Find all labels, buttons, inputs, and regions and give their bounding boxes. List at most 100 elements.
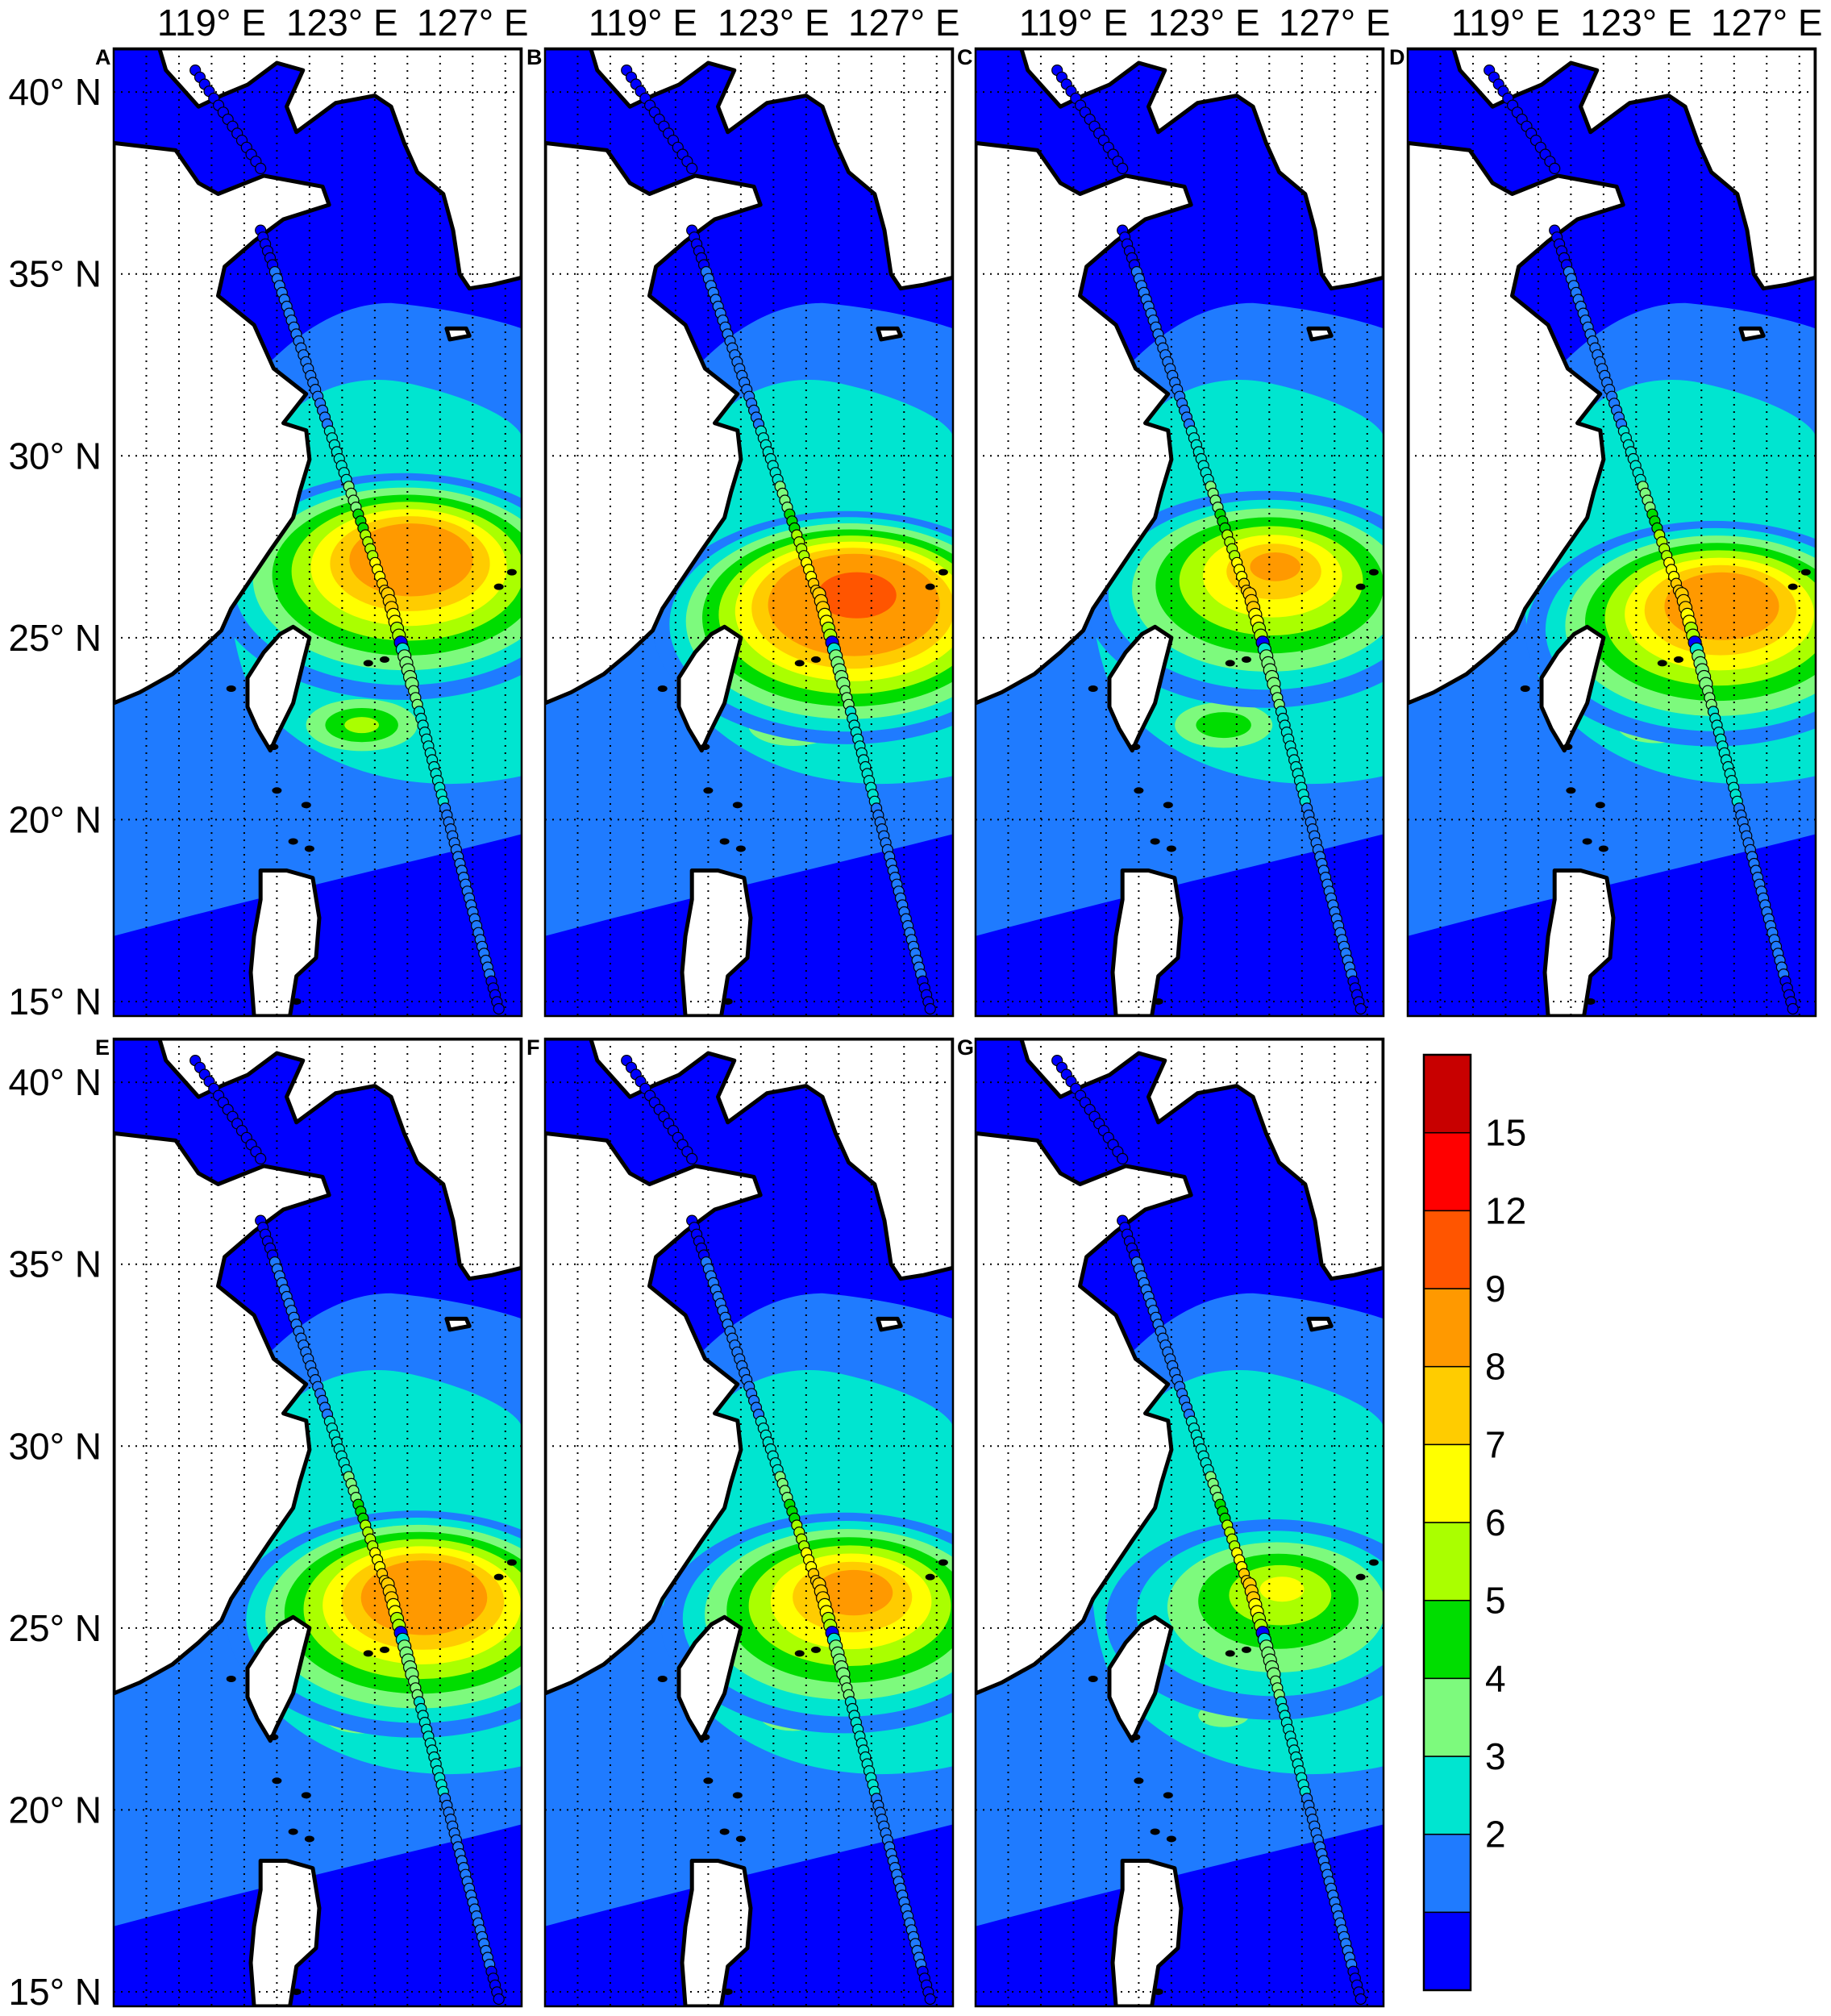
panel-frame	[974, 1037, 1385, 2008]
track-point	[1787, 1002, 1799, 1015]
contour-band-9	[814, 1569, 893, 1616]
small-island	[1673, 656, 1683, 663]
taiwan-island	[676, 1614, 743, 1743]
lon-tick-label: 123° E	[718, 2, 830, 44]
small-island	[506, 569, 517, 576]
graticule	[114, 1039, 522, 2006]
satellite-track	[1051, 1054, 1367, 2006]
jeju-island	[444, 1316, 472, 1332]
small-island	[226, 1675, 236, 1682]
small-island	[732, 802, 743, 809]
lat-tick-label: 30° N	[8, 435, 102, 477]
small-island	[938, 569, 948, 576]
china-coast	[976, 1131, 1193, 1696]
small-island	[1166, 1835, 1176, 1843]
contour-band-9	[1250, 552, 1300, 581]
small-island	[938, 1559, 948, 1566]
track-point	[924, 1002, 936, 1015]
small-island	[1800, 569, 1811, 576]
graticule	[545, 48, 953, 1016]
small-island	[732, 1792, 743, 1799]
lon-tick-label: 119° E	[1019, 2, 1128, 44]
lat-tick-label: 20° N	[8, 1789, 102, 1831]
korea-coast	[545, 1039, 953, 1281]
south-blob-band-6	[344, 717, 380, 734]
korea-coast	[1408, 48, 1816, 291]
small-island	[379, 656, 389, 663]
small-island	[1134, 1777, 1144, 1785]
lat-tick-label: 15° N	[8, 1971, 102, 2013]
panel-frame	[543, 47, 955, 1018]
china-coast	[976, 140, 1193, 706]
track-point	[255, 1152, 267, 1165]
small-island	[226, 685, 236, 692]
taiwan-island	[1107, 1614, 1174, 1743]
satellite-track	[621, 1054, 936, 2006]
small-island	[700, 1734, 710, 1741]
lon-tick-label: 127° E	[417, 2, 529, 44]
korea-coast	[545, 48, 953, 291]
small-island	[1241, 656, 1251, 663]
small-island	[794, 660, 805, 667]
small-island	[1166, 845, 1176, 852]
small-island	[288, 1828, 298, 1835]
colorbar-swatch	[1423, 1599, 1471, 1680]
small-island	[1657, 660, 1667, 667]
small-island	[735, 1835, 746, 1843]
panel-label: C	[957, 45, 973, 69]
china-coast	[114, 1131, 331, 1696]
taiwan-island	[245, 624, 312, 753]
colorbar-label: 9	[1485, 1268, 1506, 1310]
colorbar-swatch	[1423, 1131, 1471, 1212]
lat-tick-label: 40° N	[8, 1061, 102, 1103]
colorbar-label: 15	[1485, 1112, 1526, 1154]
small-island	[703, 1777, 714, 1785]
colorbar-frame	[1422, 1053, 1472, 1992]
small-island	[1163, 802, 1173, 809]
graticule	[976, 1039, 1384, 2006]
panel-frame	[543, 1037, 955, 2008]
colorbar-label: 2	[1485, 1814, 1506, 1856]
lat-tick-label: 25° N	[8, 617, 102, 659]
panel-label: B	[526, 45, 543, 69]
land-masses	[114, 48, 522, 1016]
small-island	[272, 787, 282, 794]
track-point	[686, 162, 698, 174]
small-island	[810, 1646, 821, 1653]
jeju-island	[1738, 326, 1766, 342]
graticule	[1408, 48, 1816, 1016]
colorbar-label: 6	[1485, 1502, 1506, 1543]
small-island	[1163, 1792, 1173, 1799]
track-point	[686, 1152, 698, 1165]
small-island	[1088, 1675, 1098, 1682]
graticule	[114, 48, 522, 1016]
small-island	[1368, 569, 1379, 576]
small-island	[1241, 1646, 1251, 1653]
lon-tick-label: 119° E	[157, 2, 266, 44]
luzon-island	[248, 868, 322, 1016]
luzon-island	[680, 868, 753, 1016]
lon-tick-label: 127° E	[1279, 2, 1391, 44]
panel-label: G	[957, 1035, 974, 1060]
colorbar-label: 4	[1485, 1657, 1506, 1699]
track-point	[255, 162, 267, 174]
colorbar-swatch	[1423, 1756, 1471, 1835]
small-island	[268, 744, 279, 751]
colorbar-swatch	[1423, 1054, 1471, 1134]
colorbar-swatch	[1423, 1288, 1471, 1368]
map-panel-b: B	[526, 45, 955, 1018]
luzon-island	[248, 1859, 322, 2006]
small-island	[301, 1792, 311, 1799]
small-island	[1563, 744, 1573, 751]
land-masses	[976, 1039, 1384, 2006]
graticule	[545, 1039, 953, 2006]
small-island	[1520, 685, 1530, 692]
track-point	[924, 1993, 936, 2006]
small-island	[925, 1573, 935, 1581]
small-island	[301, 802, 311, 809]
small-island	[1150, 1828, 1160, 1835]
satellite-track	[189, 1054, 505, 2006]
colorbar-swatch	[1423, 1210, 1471, 1289]
panel-label: E	[95, 1035, 110, 1060]
korea-coast	[114, 48, 522, 291]
